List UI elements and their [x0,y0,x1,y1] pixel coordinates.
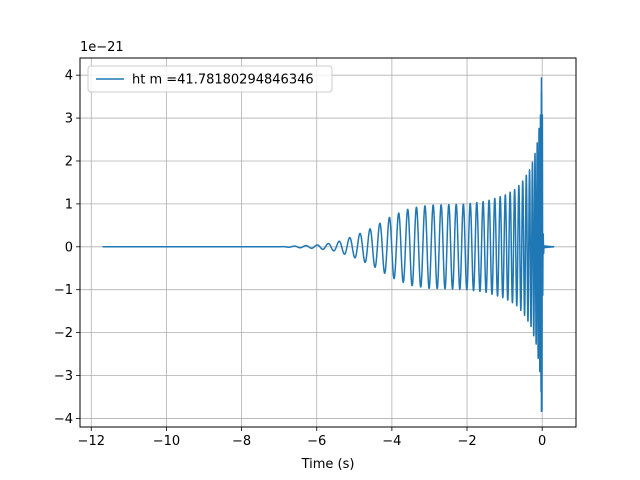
y-tick-label: 0 [65,240,73,255]
y-tick-label: −2 [54,326,73,341]
y-tick-label: −1 [54,283,73,298]
y-tick-label: 1 [65,197,73,212]
legend-entry-label: ht m =41.78180294846346 [132,73,314,88]
x-tick-label: −2 [457,434,476,449]
y-tick-label: −3 [54,369,73,384]
x-axis-ticks: −12 −10 −8 −6 −4 −2 0 [78,427,546,449]
y-axis-ticks: −4 −3 −2 −1 0 1 2 3 4 [54,69,80,427]
y-tick-label: 4 [65,69,73,84]
x-tick-label: −8 [232,434,251,449]
y-offset-label: 1e−21 [80,40,124,55]
series-line-ht [101,91,555,412]
series-layer [101,77,555,412]
plot-frame [79,57,577,428]
y-tick-label: −4 [54,412,73,427]
legend: ht m =41.78180294846346 [87,65,333,93]
x-tick-label: −12 [78,434,105,449]
x-tick-label: −4 [382,434,401,449]
x-tick-label: 0 [538,434,546,449]
x-tick-label: −10 [153,434,180,449]
y-tick-label: 2 [65,154,73,169]
y-tick-label: 3 [65,112,73,127]
x-tick-label: −6 [307,434,326,449]
x-axis-label: Time (s) [301,457,355,472]
legend-box [87,65,333,93]
